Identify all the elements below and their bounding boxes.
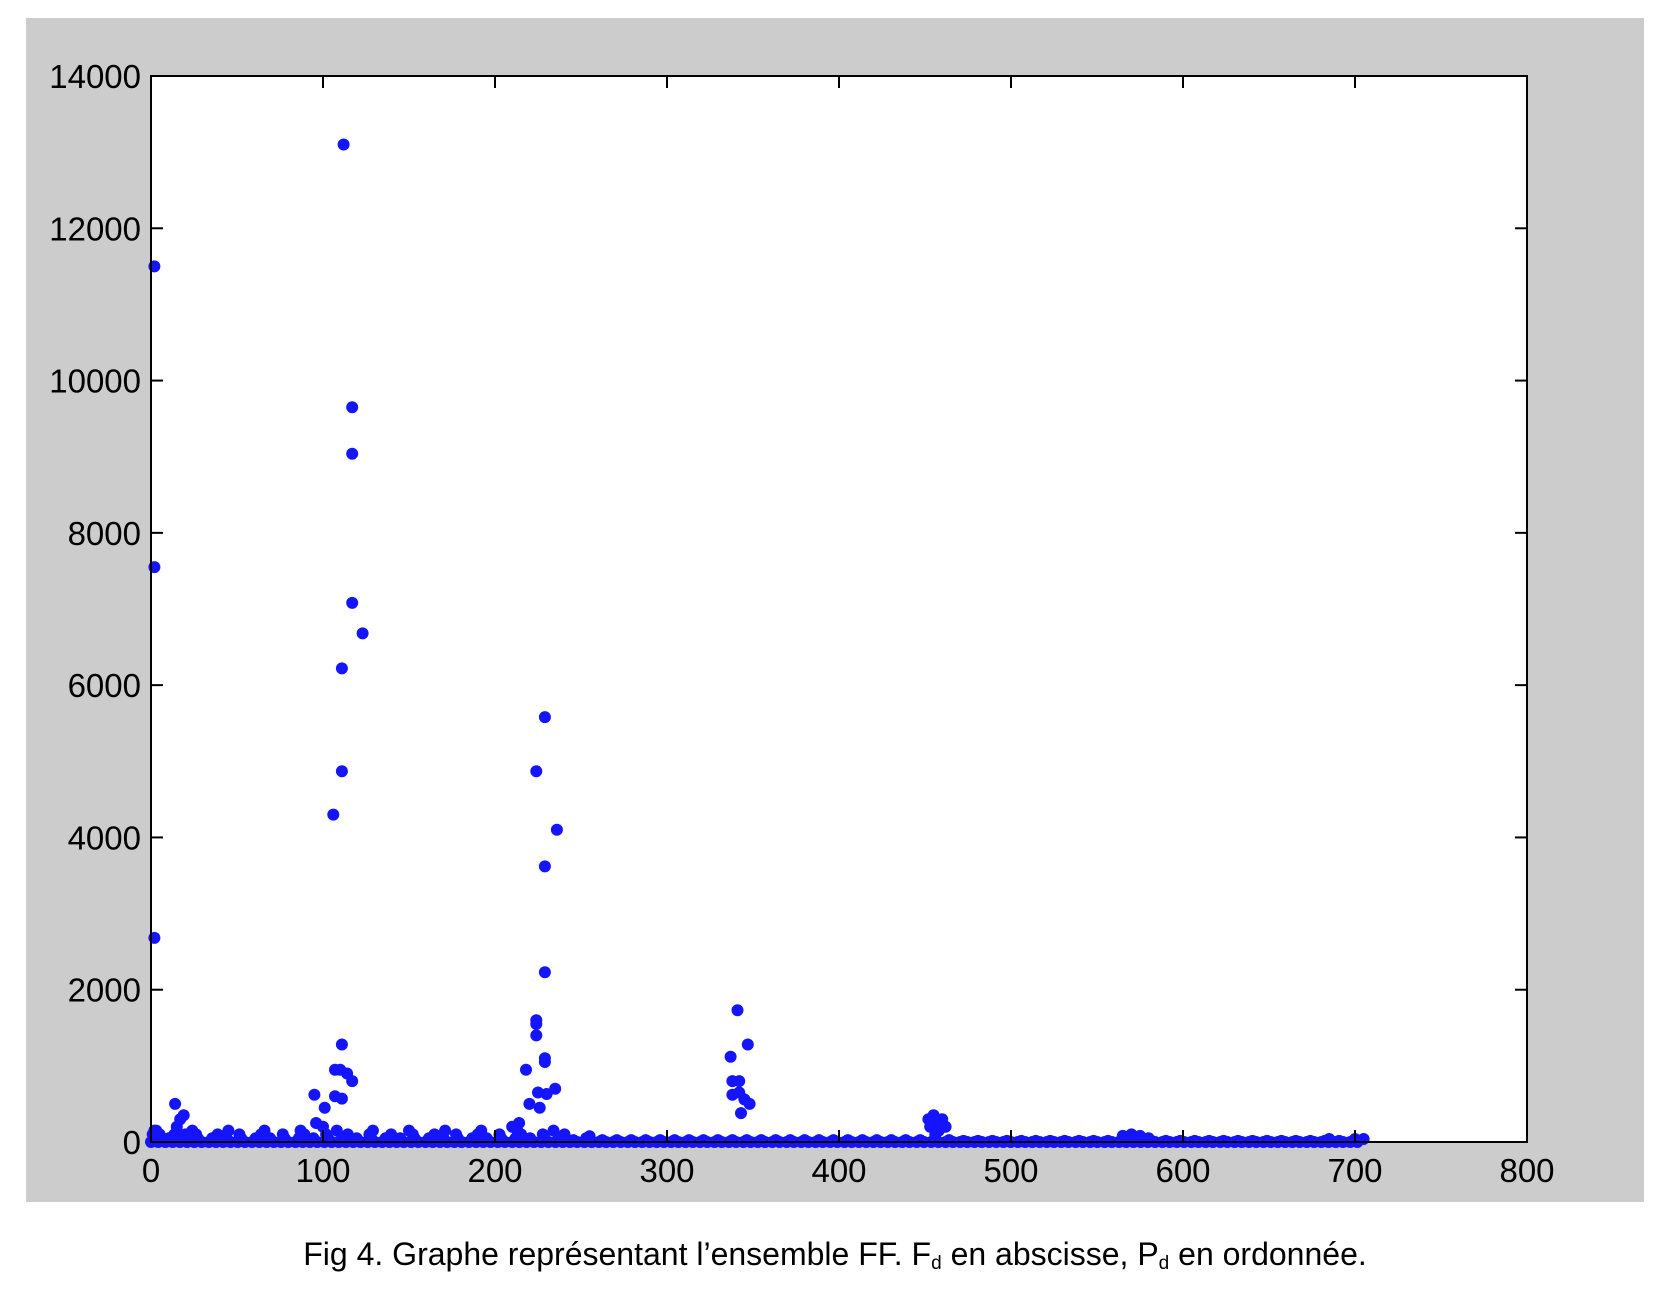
data-point bbox=[346, 447, 359, 460]
data-point bbox=[530, 765, 543, 778]
x-tick-label: 300 bbox=[639, 1152, 694, 1189]
data-point bbox=[317, 1120, 329, 1133]
y-tick-labels: 0 2000 4000 6000 8000 10000 12000 14000 bbox=[49, 58, 141, 1161]
x-tick-label: 0 bbox=[142, 1152, 160, 1189]
data-point bbox=[335, 1038, 348, 1051]
y-tick-label: 2000 bbox=[68, 972, 141, 1009]
data-point bbox=[741, 1038, 754, 1051]
baseline-point bbox=[439, 1124, 452, 1137]
data-point bbox=[533, 1101, 546, 1114]
data-point bbox=[735, 1107, 747, 1120]
x-tick-labels: 0 100 200 300 400 500 600 700 800 bbox=[142, 1152, 1555, 1189]
scatter-chart: 0 100 200 300 400 500 600 700 800 0 2000 4000 6000 8… bbox=[49, 58, 1555, 1189]
data-point bbox=[327, 808, 340, 821]
data-point bbox=[346, 596, 359, 609]
y-tick-label: 8000 bbox=[68, 515, 141, 552]
data-point bbox=[513, 1117, 526, 1129]
data-point bbox=[169, 1097, 182, 1110]
y-tick-label: 4000 bbox=[68, 819, 141, 856]
data-point bbox=[523, 1097, 536, 1110]
data-point bbox=[308, 1088, 321, 1101]
data-point bbox=[337, 138, 350, 151]
data-point bbox=[549, 1082, 562, 1095]
data-point bbox=[346, 401, 359, 414]
data-point bbox=[538, 860, 551, 873]
caption-tail: en ordonnée. bbox=[1169, 1236, 1367, 1272]
data-point bbox=[724, 1050, 737, 1063]
y-tick-label: 12000 bbox=[49, 210, 141, 247]
data-point bbox=[939, 1120, 952, 1133]
data-point bbox=[520, 1063, 532, 1076]
data-point bbox=[335, 662, 348, 675]
caption-subscript-2: d bbox=[1158, 1253, 1170, 1274]
data-point bbox=[356, 627, 369, 640]
caption-middle: en abscisse, P bbox=[941, 1236, 1159, 1272]
baseline-point bbox=[222, 1124, 235, 1137]
data-point bbox=[731, 1004, 744, 1017]
data-point bbox=[1323, 1133, 1336, 1145]
axes-background bbox=[151, 76, 1527, 1142]
data-point bbox=[335, 1092, 348, 1105]
data-point bbox=[318, 1101, 331, 1114]
x-tick-label: 700 bbox=[1327, 1152, 1382, 1189]
x-tick-label: 500 bbox=[983, 1152, 1038, 1189]
data-point bbox=[530, 1018, 543, 1030]
caption-subscript-1: d bbox=[931, 1253, 942, 1274]
x-tick-label: 400 bbox=[811, 1152, 866, 1189]
figure-panel: 0 100 200 300 400 500 600 700 800 0 2000 4000 6000 8… bbox=[26, 18, 1644, 1202]
y-tick-label: 0 bbox=[123, 1124, 141, 1161]
data-point bbox=[335, 765, 348, 778]
data-point bbox=[540, 1088, 553, 1100]
data-point bbox=[929, 1128, 942, 1141]
data-point bbox=[530, 1029, 543, 1042]
data-point bbox=[538, 711, 551, 724]
data-point bbox=[733, 1075, 746, 1088]
data-point bbox=[179, 1128, 192, 1141]
y-tick-label: 14000 bbox=[49, 58, 141, 95]
x-tick-label: 200 bbox=[467, 1152, 522, 1189]
x-tick-label: 100 bbox=[295, 1152, 350, 1189]
x-tick-label: 600 bbox=[1155, 1152, 1210, 1189]
data-point bbox=[177, 1109, 190, 1122]
axes-frame bbox=[150, 75, 1528, 1143]
data-point bbox=[346, 1075, 359, 1088]
data-point bbox=[538, 1056, 551, 1068]
data-point bbox=[1357, 1133, 1370, 1145]
data-point bbox=[743, 1097, 756, 1110]
data-point bbox=[170, 1120, 183, 1133]
y-tick-label: 6000 bbox=[68, 667, 141, 704]
y-tick-label: 10000 bbox=[49, 363, 141, 400]
figure-caption: Fig 4. Graphe représentant l’ensemble FF… bbox=[0, 1236, 1670, 1275]
data-point bbox=[538, 966, 551, 979]
data-point bbox=[153, 1128, 166, 1141]
caption-lead: Fig 4. Graphe représentant l’ensemble FF… bbox=[303, 1236, 932, 1272]
data-point bbox=[550, 823, 563, 836]
x-tick-label: 800 bbox=[1499, 1152, 1554, 1189]
baseline-point bbox=[366, 1124, 379, 1137]
